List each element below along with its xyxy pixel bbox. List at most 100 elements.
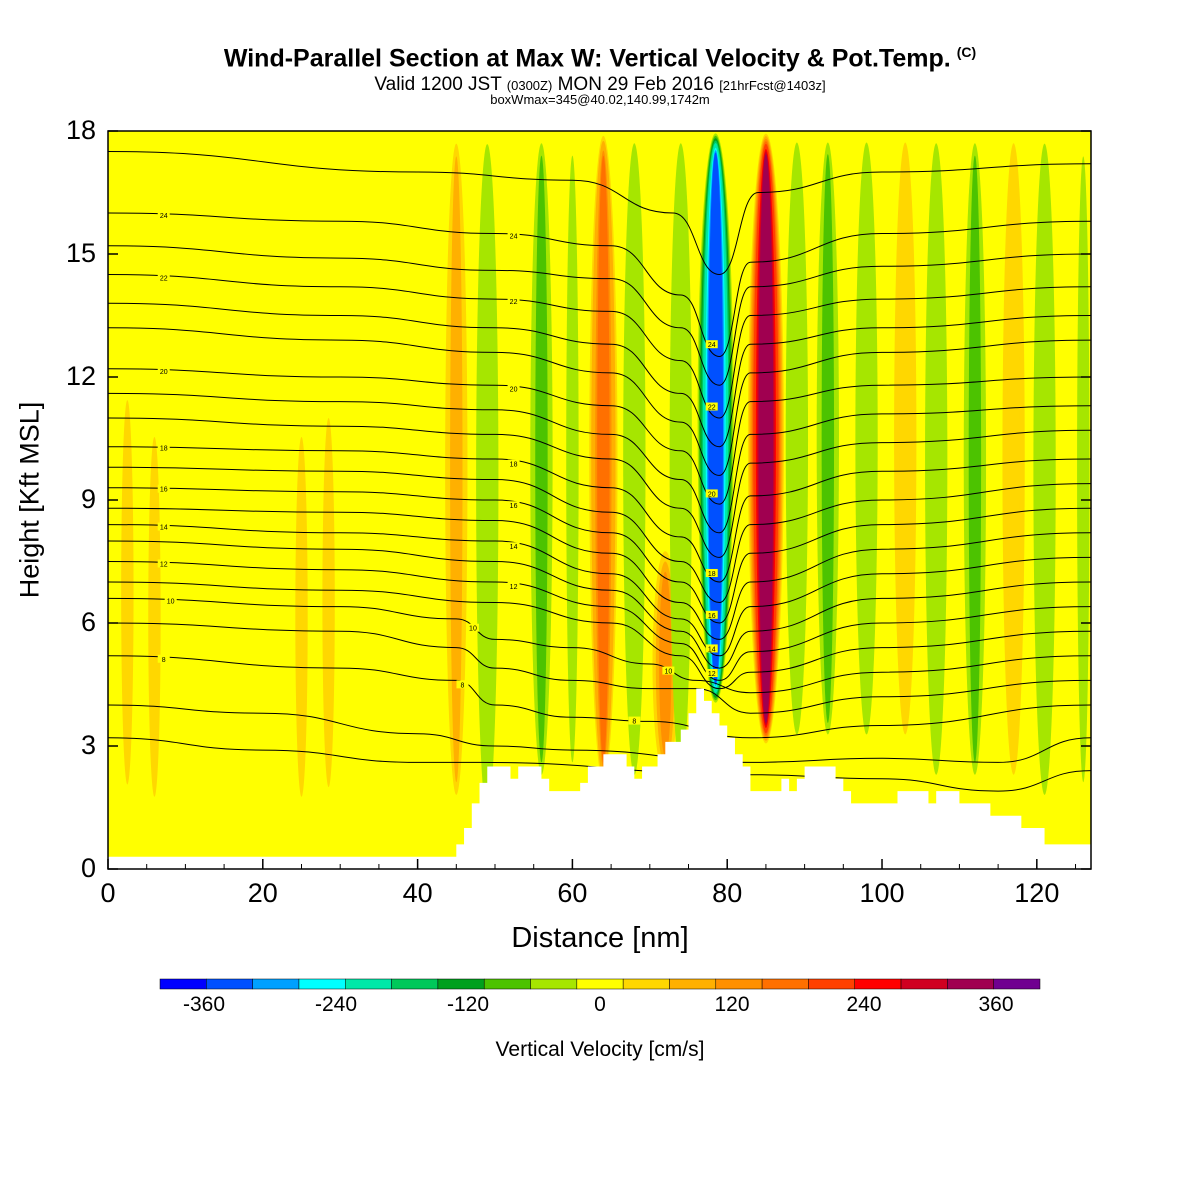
isentrope-line: [108, 212, 1091, 358]
colorbar-tick-label: 0: [594, 993, 606, 1016]
isentrope-line: [108, 392, 1091, 534]
colorbar-tick-label: -360: [182, 993, 226, 1016]
x-tick-label: 80: [712, 878, 743, 908]
isentrope-label-bg: [705, 669, 718, 678]
isentrope-label-bg: [466, 623, 479, 632]
isentrope-label: 20: [510, 386, 518, 393]
x-axis-label: Distance [nm]: [511, 922, 689, 954]
x-tick-label: 60: [557, 878, 588, 908]
isentrope-label-bg: [157, 559, 170, 568]
isentrope-line: [108, 581, 1091, 690]
isentrope-label-bg: [507, 542, 520, 551]
velocity-cell: [1038, 156, 1051, 783]
isentrope-line: [108, 655, 1091, 739]
isentrope-label: 16: [510, 503, 518, 510]
isentrope-label: 20: [160, 369, 168, 376]
isentrope-line: [108, 446, 1091, 583]
isentrope-label-bg: [157, 210, 170, 219]
colorbar-tick-label: -240: [314, 993, 358, 1016]
isentrope-label: 22: [510, 299, 518, 306]
isentrope-line: [108, 245, 1091, 386]
isentrope-label-bg: [157, 273, 170, 282]
isentrope-label-bg: [705, 610, 718, 619]
isentrope-label-bg: [507, 384, 520, 393]
velocity-cell: [659, 571, 672, 757]
isentrope-label-bg: [628, 716, 641, 725]
isentrope-line: [108, 540, 1091, 669]
isentrope-label: 8: [632, 719, 636, 726]
velocity-cell: [322, 418, 335, 787]
isentrope-label: 8: [162, 657, 166, 664]
x-tick-label: 40: [402, 878, 433, 908]
isentrope-label-bg: [507, 297, 520, 306]
valid-utc: (0300Z): [506, 78, 553, 93]
y-tick-label: 15: [65, 238, 96, 268]
y-tick-label: 0: [80, 853, 96, 883]
isentrope-line: [108, 524, 1091, 657]
isentrope-line: [108, 487, 1091, 624]
x-tick-label: 100: [859, 878, 905, 908]
forecast-info: [21hrFcst@1403z]: [719, 78, 826, 93]
valid-time: Valid 1200 JST: [374, 74, 502, 95]
isentrope-label-bg: [507, 231, 520, 240]
isentrope-label: 10: [167, 599, 175, 606]
isentrope-label-bg: [157, 654, 170, 663]
isentrope-label: 8: [461, 682, 465, 689]
chart-subtitle: Valid 1200 JST (0300Z) MON 29 Feb 2016 […: [0, 74, 1200, 96]
x-tick-label: 0: [100, 878, 116, 908]
axis-ticks: [107, 130, 1091, 870]
isentrope-line: [108, 417, 1091, 558]
velocity-cell: [790, 154, 804, 723]
isentrope-label: 10: [469, 626, 477, 633]
isentrope-line: [108, 368, 1091, 505]
chart-title-text: Wind-Parallel Section at Max W: Vertical…: [223, 44, 951, 73]
y-tick-label: 9: [80, 484, 96, 514]
isentrope-label-bg: [705, 644, 718, 653]
velocity-cell: [758, 154, 774, 723]
terrain: [108, 688, 1091, 869]
isentrope-label: 24: [708, 342, 716, 349]
copyright-mark: (C): [956, 44, 977, 60]
box-info: boxWmax=345@40.02,140.99,1742m: [490, 92, 710, 107]
isentrope-line: [108, 704, 1091, 763]
isentrope-label-bg: [662, 666, 675, 675]
isentrope-label-bg: [157, 366, 170, 375]
velocity-cell: [968, 155, 982, 763]
valid-date: MON 29 Feb 2016: [557, 74, 714, 95]
velocity-cell: [930, 155, 943, 763]
velocity-cell: [1077, 156, 1090, 783]
isentrope-label-bg: [507, 501, 520, 510]
velocity-field: [108, 131, 1091, 869]
colorbar-title: Vertical Velocity [cm/s]: [495, 1038, 705, 1061]
isentrope-label: 18: [510, 462, 518, 469]
isentrope-label-bg: [705, 568, 718, 577]
isentrope-line: [108, 507, 1091, 640]
isentrope-label: 14: [510, 544, 518, 551]
velocity-cell: [121, 400, 134, 785]
isentrope-label: 10: [664, 669, 672, 676]
isentrope-label-bg: [507, 581, 520, 590]
velocity-cell: [708, 152, 724, 684]
isentrope-line: [108, 597, 1091, 694]
y-axis-label: Height [Kft MSL]: [14, 401, 45, 599]
isentrope-label: 16: [708, 613, 716, 620]
isentrope-label: 22: [708, 405, 716, 412]
isentrope-label: 24: [510, 233, 518, 240]
isentrope-label: 16: [160, 487, 168, 494]
velocity-cell: [1007, 155, 1020, 763]
isentropes: 24 24 24 22 22 22 20 20 20 18 18 18 16 16 16 14 14 14 12 12…: [108, 151, 1091, 792]
isentrope-line: [108, 327, 1091, 476]
isentrope-label: 12: [708, 671, 716, 678]
isentrope-line: [108, 274, 1091, 419]
colorbar-tick-label: 240: [846, 993, 882, 1016]
velocity-cell: [899, 154, 912, 723]
chart-title: Wind-Parallel Section at Max W: Vertical…: [0, 44, 1200, 73]
y-tick-label: 12: [65, 361, 96, 391]
colorbar-tick-label: 360: [978, 993, 1014, 1016]
isentrope-line: [108, 151, 1091, 276]
isentrope-label-bg: [157, 522, 170, 531]
isentrope-label-bg: [705, 489, 718, 498]
isentrope-label-bg: [705, 402, 718, 411]
velocity-cell: [450, 156, 463, 783]
